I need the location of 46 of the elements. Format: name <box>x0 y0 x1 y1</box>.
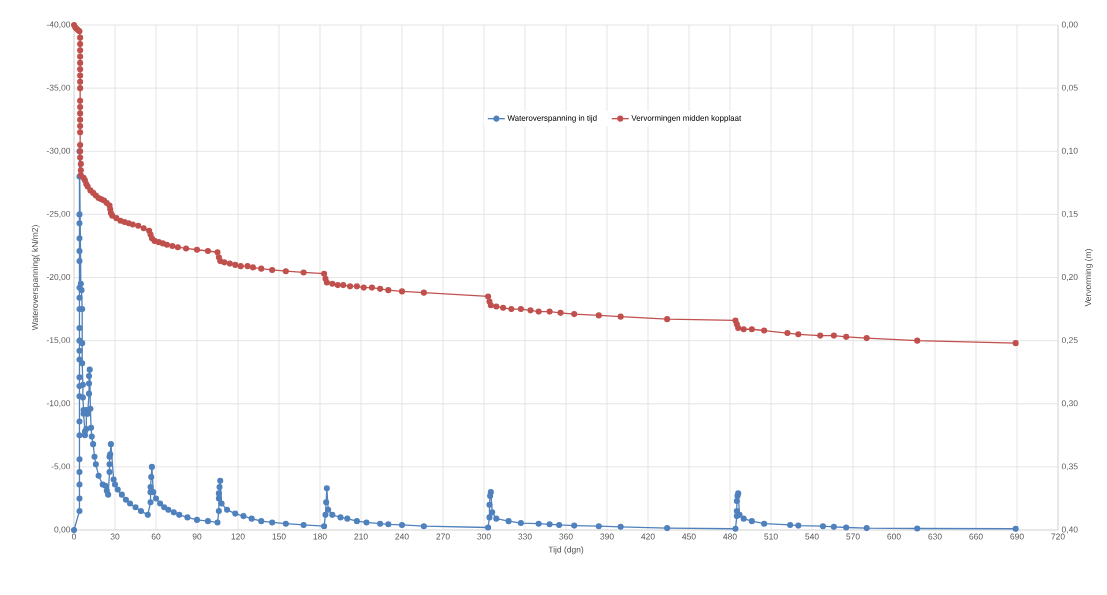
x-tick-label: 510 <box>764 533 778 540</box>
x-tick-label: 120 <box>231 533 245 540</box>
x-tick-label: 720 <box>1051 533 1065 540</box>
x-tick-label: 150 <box>272 533 286 540</box>
x-tick-label: 420 <box>641 533 655 540</box>
y-axis-title: Wateroverspanning( kN/m2) <box>31 225 40 331</box>
y-tick-label: -40,00 <box>46 21 71 29</box>
y2-tick-label: 0,00 <box>1061 21 1078 29</box>
y-tick-label: -25,00 <box>46 210 71 218</box>
x-tick-label: 60 <box>151 533 161 540</box>
y-tick-label: -30,00 <box>46 147 71 155</box>
y-tick-label: -5,00 <box>51 463 71 471</box>
x-tick-label: 630 <box>928 533 942 540</box>
y2-tick-label: 0,20 <box>1061 274 1078 281</box>
y2-tick-label: 0,05 <box>1061 84 1078 92</box>
y-tick-label: -35,00 <box>46 84 71 92</box>
y2-tick-label: 0,15 <box>1061 210 1078 218</box>
y-tick-label: 0,00 <box>54 526 71 534</box>
x-tick-label: 690 <box>1010 533 1024 540</box>
y2-tick-label: 0,30 <box>1061 400 1078 408</box>
x-tick-label: 90 <box>192 533 202 540</box>
x-tick-label: 600 <box>887 533 901 540</box>
x-tick-label: 540 <box>805 533 819 540</box>
x-tick-label: 270 <box>436 533 450 540</box>
x-tick-label: 660 <box>969 533 983 540</box>
y2-tick-label: 0,40 <box>1061 526 1078 534</box>
y2-tick-label: 0,10 <box>1061 147 1078 155</box>
x-tick-label: 360 <box>559 533 573 540</box>
x-tick-label: 210 <box>354 533 368 540</box>
x-tick-label: 480 <box>723 533 737 540</box>
x-tick-label: 240 <box>395 533 409 540</box>
x-tick-label: 390 <box>600 533 614 540</box>
x-tick-label: 300 <box>477 533 491 540</box>
y2-tick-label: 0,25 <box>1061 337 1078 345</box>
y2-axis-title: Vervorming (m) <box>1084 249 1093 307</box>
x-tick-label: 450 <box>682 533 696 540</box>
x-tick-label: 330 <box>518 533 532 540</box>
x-tick-label: 0 <box>71 533 77 540</box>
x-tick-label: 180 <box>313 533 327 540</box>
x-axis-title: Tijd (dgn) <box>548 546 584 555</box>
y-tick-label: -10,00 <box>46 400 71 408</box>
y2-tick-label: 0,35 <box>1061 463 1078 471</box>
x-tick-label: 570 <box>846 533 860 540</box>
y-tick-label: -15,00 <box>46 337 71 345</box>
x-tick-label: 30 <box>110 533 120 540</box>
y-tick-label: -20,00 <box>46 274 71 281</box>
